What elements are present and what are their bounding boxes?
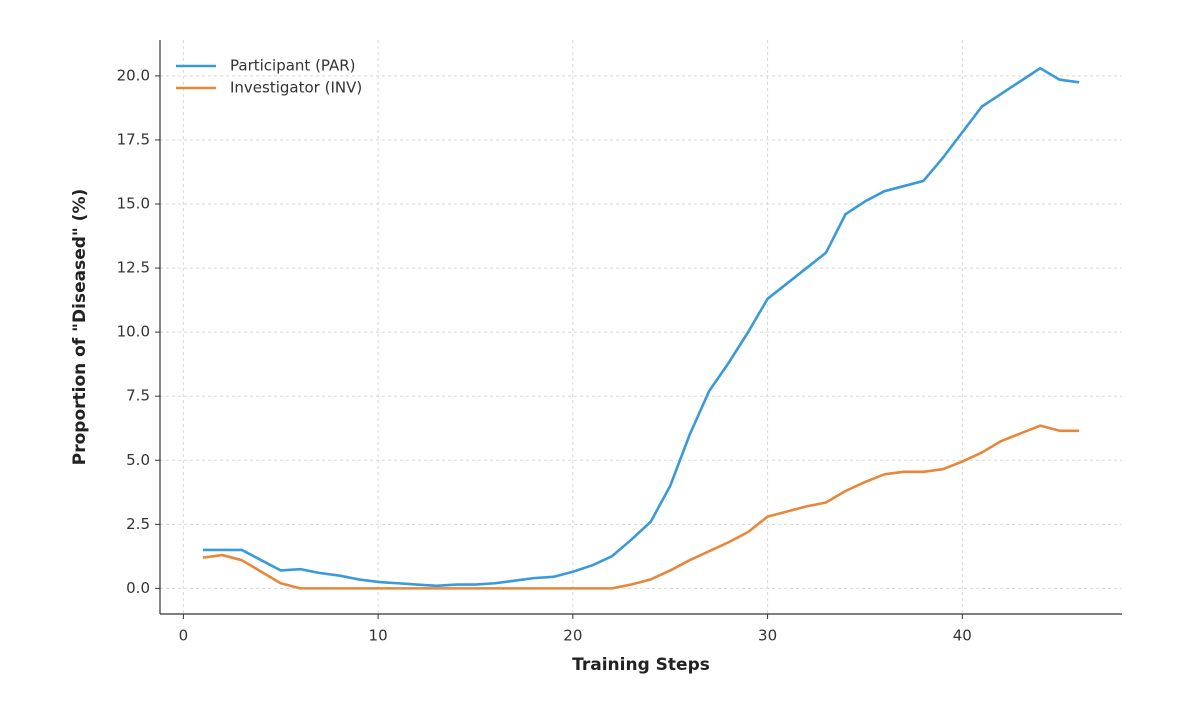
y-tick-label: 12.5 [117, 259, 150, 277]
y-tick-label: 20.0 [117, 66, 150, 84]
x-tick-label: 20 [563, 627, 582, 645]
x-tick-label: 30 [758, 627, 777, 645]
y-tick-label: 0.0 [126, 579, 150, 597]
y-axis-title: Proportion of "Diseased" (%) [70, 189, 90, 465]
x-tick-label: 10 [369, 627, 388, 645]
x-tick-label: 40 [953, 627, 972, 645]
y-tick-label: 7.5 [126, 387, 150, 405]
series-line [202, 424, 1080, 590]
y-tick-label: 10.0 [117, 323, 150, 341]
y-tick-label: 5.0 [126, 451, 150, 469]
y-tick-label: 2.5 [126, 515, 150, 533]
x-tick-label: 0 [179, 627, 189, 645]
x-axis-title: Training Steps [572, 655, 710, 675]
legend-label: Participant (PAR) [230, 57, 356, 75]
y-tick-label: 15.0 [117, 195, 150, 213]
series-line [202, 66, 1080, 588]
y-tick-label: 17.5 [117, 130, 150, 148]
legend-label: Investigator (INV) [230, 79, 362, 97]
